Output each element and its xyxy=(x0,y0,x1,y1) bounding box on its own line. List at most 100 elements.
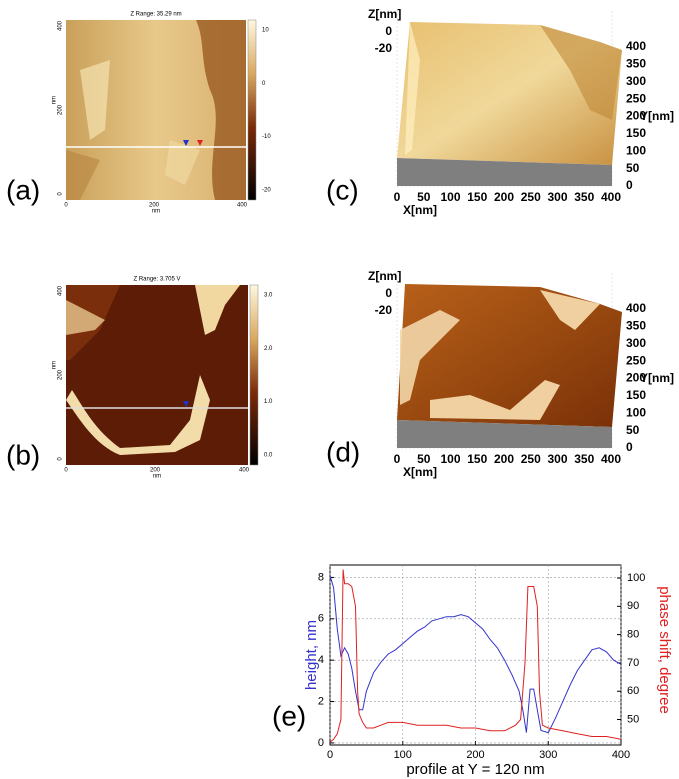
y-tick-label: 0 xyxy=(58,457,64,461)
y-tick-label: 200 xyxy=(58,369,64,380)
x-tick-label: 200 xyxy=(149,203,160,209)
y-tick-label: 0 xyxy=(626,178,633,192)
x-tick-label: 200 xyxy=(466,749,484,761)
y2-tick-label: 80 xyxy=(627,629,639,641)
y-tick-label: 400 xyxy=(58,20,64,31)
y-tick-label: 400 xyxy=(626,39,646,53)
surface-3d-d xyxy=(396,272,622,449)
x-tick-label: 200 xyxy=(494,190,514,204)
x-tick-label: 200 xyxy=(494,452,514,466)
y2-tick-label: 90 xyxy=(627,600,639,612)
x-tick-label: 400 xyxy=(237,203,248,209)
afm-image-b xyxy=(66,284,259,466)
y-tick-label: 100 xyxy=(626,405,646,419)
panel-label: (d) xyxy=(326,436,360,467)
x-tick-label: 400 xyxy=(601,452,621,466)
z-tick-label: -20 xyxy=(375,41,393,55)
y2-tick-label: 60 xyxy=(627,685,639,697)
x-tick-label: 300 xyxy=(539,749,557,761)
panel-label: (a) xyxy=(6,174,40,205)
y-tick-label: 300 xyxy=(626,336,646,350)
y-axis-label: Y[nm] xyxy=(640,109,674,123)
z-axis-label: Z[nm] xyxy=(368,7,401,21)
x-tick-label: 0 xyxy=(394,452,401,466)
y-tick-label: 100 xyxy=(626,143,646,157)
y-tick-label: 0 xyxy=(58,192,64,196)
x-tick-label: 250 xyxy=(521,190,541,204)
y-unit: nm xyxy=(52,96,58,104)
x-tick-label: 350 xyxy=(574,190,594,204)
y-tick-label: 200 xyxy=(58,104,64,115)
y-tick-label: 6 xyxy=(318,613,324,625)
y2-tick-label: 70 xyxy=(627,657,639,669)
y-tick-label: 250 xyxy=(626,353,646,367)
panel-label: (b) xyxy=(6,439,40,470)
surface-3d-c xyxy=(396,10,622,187)
x-tick-label: 150 xyxy=(467,190,487,204)
z-tick-label: -20 xyxy=(375,303,393,317)
colorbar-tick-label: 0 xyxy=(262,81,266,87)
x-tick-label: 50 xyxy=(417,190,431,204)
y-tick-label: 350 xyxy=(626,57,646,71)
colorbar-tick-label: -10 xyxy=(262,134,271,140)
x-unit: nm xyxy=(153,474,161,480)
y-tick-label: 150 xyxy=(626,388,646,402)
series-line xyxy=(329,569,622,743)
y-tick-label: 400 xyxy=(626,301,646,315)
colorbar-tick-label: 1.0 xyxy=(264,399,273,405)
colorbar-tick-label: 3.0 xyxy=(264,293,273,299)
z-tick-label: 0 xyxy=(385,24,392,38)
x-tick-label: 400 xyxy=(601,190,621,204)
y-tick-label: 4 xyxy=(318,654,324,666)
panel-label: (c) xyxy=(326,174,359,205)
y-tick-label: 200 xyxy=(626,109,646,123)
y-tick-label: 200 xyxy=(626,371,646,385)
y-tick-label: 250 xyxy=(626,91,646,105)
image-title: Z Range: 3.705 V xyxy=(133,277,180,283)
y-tick-label: 50 xyxy=(626,161,640,175)
x-tick-label: 350 xyxy=(574,452,594,466)
y-axis-label: Y[nm] xyxy=(640,371,674,385)
y-tick-label: 50 xyxy=(626,423,640,437)
x-tick-label: 150 xyxy=(467,452,487,466)
x-tick-label: 100 xyxy=(394,749,412,761)
x-tick-label: 0 xyxy=(64,203,68,209)
x-tick-label: 200 xyxy=(150,468,161,474)
panel-label: (e) xyxy=(272,700,306,731)
x-tick-label: 0 xyxy=(394,190,401,204)
x-tick-label: 400 xyxy=(612,749,630,761)
z-axis-label: Z[nm] xyxy=(368,269,401,283)
x-axis-label: X[nm] xyxy=(403,203,437,217)
y-unit: nm xyxy=(52,361,58,369)
x-tick-label: 250 xyxy=(521,452,541,466)
colorbar-tick-label: 0.0 xyxy=(264,453,273,459)
x-tick-label: 0 xyxy=(64,468,68,474)
x-tick-label: 0 xyxy=(327,749,333,761)
x-tick-label: 400 xyxy=(239,468,250,474)
y2-tick-label: 50 xyxy=(627,713,639,725)
afm-image-a xyxy=(66,19,257,201)
x-tick-label: 100 xyxy=(440,190,460,204)
y-tick-label: 0 xyxy=(626,440,633,454)
y-tick-label: 2 xyxy=(318,695,324,707)
z-tick-label: 0 xyxy=(385,286,392,300)
y-axis-label: height, nm xyxy=(303,620,320,690)
y-tick-label: 0 xyxy=(318,737,324,749)
x-tick-label: 300 xyxy=(547,452,567,466)
colorbar-tick-label: 10 xyxy=(262,28,269,34)
x-tick-label: 50 xyxy=(417,452,431,466)
y-tick-label: 350 xyxy=(626,319,646,333)
image-title: Z Range: 35.29 nm xyxy=(130,12,181,18)
y-tick-label: 150 xyxy=(626,126,646,140)
y-tick-label: 400 xyxy=(58,285,64,296)
x-axis-label: X[nm] xyxy=(403,465,437,479)
colorbar-tick-label: -20 xyxy=(262,188,271,194)
x-unit: nm xyxy=(152,209,160,215)
y-tick-label: 8 xyxy=(318,571,324,583)
y2-tick-label: 100 xyxy=(627,572,645,584)
x-tick-label: 100 xyxy=(440,452,460,466)
y2-axis-label: phase shift, degree xyxy=(656,586,673,714)
x-tick-label: 300 xyxy=(547,190,567,204)
colorbar-tick-label: 2.0 xyxy=(264,346,273,352)
